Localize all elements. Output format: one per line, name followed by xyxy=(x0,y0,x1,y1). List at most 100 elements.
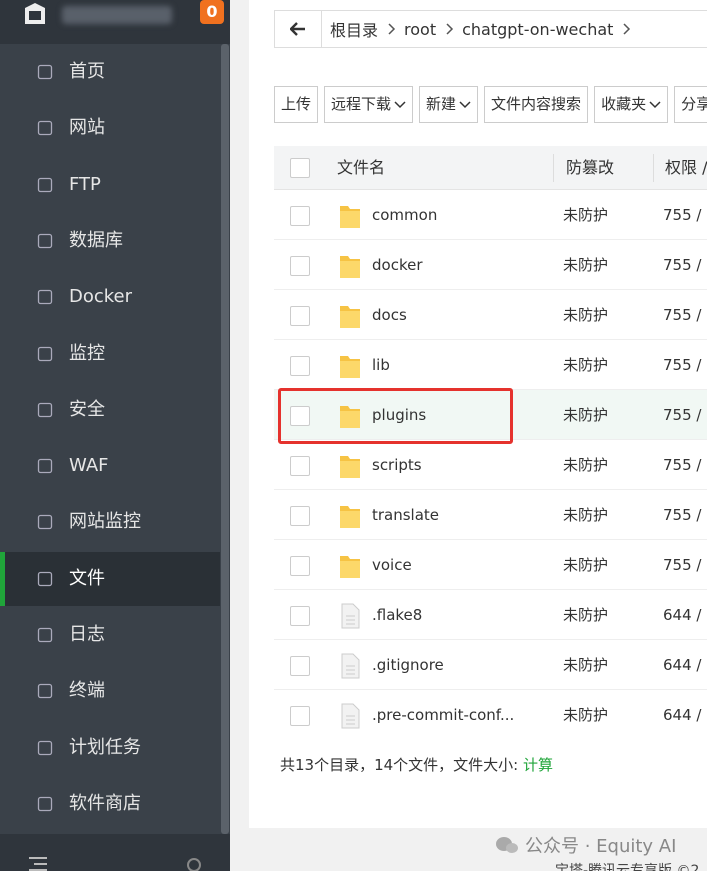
checkbox[interactable] xyxy=(290,506,310,526)
menu-item[interactable]: 网站 xyxy=(0,101,220,155)
divider xyxy=(553,154,554,182)
sidebar-footer xyxy=(0,834,230,871)
file-row[interactable]: docs 未防护 755 / r xyxy=(274,290,707,340)
file-row[interactable]: scripts 未防护 755 / r xyxy=(274,440,707,490)
crumb-item[interactable]: 根目录 xyxy=(330,21,379,40)
menu-item[interactable]: 首页 xyxy=(0,45,220,99)
toolbar-button[interactable]: 新建 xyxy=(419,86,479,123)
file-row[interactable]: lib 未防护 755 / r xyxy=(274,340,707,390)
menu-label: 网站 xyxy=(69,117,105,139)
file-name[interactable]: lib xyxy=(372,356,390,374)
collapse-icon[interactable] xyxy=(28,856,48,871)
file-row[interactable]: .flake8 未防护 644 / r xyxy=(274,590,707,640)
file-name[interactable]: .pre-commit-conf... xyxy=(372,706,515,724)
file-row[interactable]: plugins 未防护 755 / r xyxy=(274,390,707,440)
file-name[interactable]: .gitignore xyxy=(372,656,444,674)
protect-status: 未防护 xyxy=(563,256,609,274)
calc-link[interactable]: 计算 xyxy=(523,756,554,774)
protect-status: 未防护 xyxy=(563,556,609,574)
sidebar-header: 0 xyxy=(0,0,230,44)
menu-item[interactable]: 软件商店 xyxy=(0,777,220,831)
file-name[interactable]: docker xyxy=(372,256,423,274)
checkbox[interactable] xyxy=(290,606,310,626)
menu-item[interactable]: FTP xyxy=(0,158,220,212)
checkbox[interactable] xyxy=(290,656,310,676)
protect-status: 未防护 xyxy=(563,656,609,674)
toolbar-button[interactable]: 文件内容搜索 xyxy=(484,86,589,123)
checkbox[interactable] xyxy=(290,556,310,576)
settings-icon[interactable] xyxy=(185,856,203,871)
menu-label: 日志 xyxy=(69,624,105,645)
highlight-box xyxy=(278,388,513,444)
menu-item[interactable]: 日志 xyxy=(0,608,220,662)
file-row[interactable]: translate 未防护 755 / r xyxy=(274,490,707,540)
toolbar-button[interactable]: 分享 xyxy=(674,86,707,123)
menu-label: 终端 xyxy=(69,680,105,702)
protect-status: 未防护 xyxy=(563,706,609,724)
menu-label: 软件商店 xyxy=(69,792,141,814)
menu-item[interactable]: 监控 xyxy=(0,327,220,381)
checkbox[interactable] xyxy=(290,356,310,376)
checkbox[interactable] xyxy=(290,256,310,276)
checkbox[interactable] xyxy=(290,406,310,426)
toolbar-button[interactable]: 远程下载 xyxy=(324,86,414,123)
file-name[interactable]: .flake8 xyxy=(372,606,423,624)
file-name[interactable]: plugins xyxy=(372,406,427,424)
toolbar-button[interactable]: 收藏夹 xyxy=(594,86,669,123)
checkbox[interactable] xyxy=(290,306,310,326)
menu-item[interactable]: 终端 xyxy=(0,664,220,718)
file-row[interactable]: common 未防护 755 / r xyxy=(274,190,707,240)
menu-item[interactable]: 网站监控 xyxy=(0,495,220,549)
menu-label: WAF xyxy=(69,455,109,477)
file-name[interactable]: translate xyxy=(372,506,440,524)
crumb-item[interactable]: chatgpt-on-wechat xyxy=(462,19,614,39)
menu-item[interactable]: WAF xyxy=(0,439,220,493)
checkbox[interactable] xyxy=(290,706,310,726)
notification-badge[interactable]: 0 xyxy=(200,0,224,24)
file-name[interactable]: common xyxy=(372,206,438,224)
checkbox[interactable] xyxy=(290,158,310,178)
crumb-sep xyxy=(388,20,396,39)
permission: 644 / r xyxy=(663,606,707,624)
menu-label: 网站监控 xyxy=(69,511,141,533)
divider xyxy=(653,154,654,182)
file-row[interactable]: .gitignore 未防护 644 / r xyxy=(274,640,707,690)
crumb-item[interactable]: root xyxy=(404,19,437,39)
scrollbar xyxy=(221,44,229,834)
file-name[interactable]: scripts xyxy=(372,456,422,474)
button-label: 新建 xyxy=(426,95,457,113)
toolbar-button[interactable]: 上传 xyxy=(274,86,319,123)
folder-icon xyxy=(338,352,362,384)
protect-status: 未防护 xyxy=(563,606,609,624)
file-icon xyxy=(338,702,362,730)
protect-status: 未防护 xyxy=(563,206,609,224)
copyright: 宝塔-腾讯云专享版 ©2 xyxy=(555,863,700,871)
folder-icon xyxy=(338,552,362,584)
file-row[interactable]: docker 未防护 755 / r xyxy=(274,240,707,290)
file-row[interactable]: .pre-commit-conf... 未防护 644 / r xyxy=(274,690,707,730)
menu-item[interactable]: 计划任务 xyxy=(0,721,220,775)
logo xyxy=(25,3,45,24)
file-table: 文件名 防篡改 权限 / common 未防护 755 / r docker 未防护 75… xyxy=(274,146,707,730)
file-row[interactable]: voice 未防护 755 / r xyxy=(274,540,707,590)
menu-item[interactable]: Docker xyxy=(0,270,220,324)
back-button[interactable] xyxy=(275,11,322,47)
checkbox[interactable] xyxy=(290,206,310,226)
file-name[interactable]: docs xyxy=(372,306,407,324)
file-icon xyxy=(338,652,362,684)
summary: 共13个目录，14个文件，文件大小: xyxy=(280,756,519,774)
button-label: 分享 xyxy=(681,95,707,113)
permission: 755 / r xyxy=(663,356,707,374)
file-name[interactable]: voice xyxy=(372,556,412,574)
menu-label: 安全 xyxy=(69,398,105,420)
menu-item[interactable]: 文件 xyxy=(0,551,220,606)
watermark: 公众号 · Equity AI xyxy=(495,832,676,858)
checkbox[interactable] xyxy=(290,456,310,476)
permission: 755 / r xyxy=(663,206,707,224)
protect-status: 未防护 xyxy=(563,456,609,474)
menu-item[interactable]: 数据库 xyxy=(0,214,220,268)
menu-label: 数据库 xyxy=(69,229,123,251)
menu-item[interactable]: 安全 xyxy=(0,383,220,437)
folder-icon xyxy=(338,302,362,334)
